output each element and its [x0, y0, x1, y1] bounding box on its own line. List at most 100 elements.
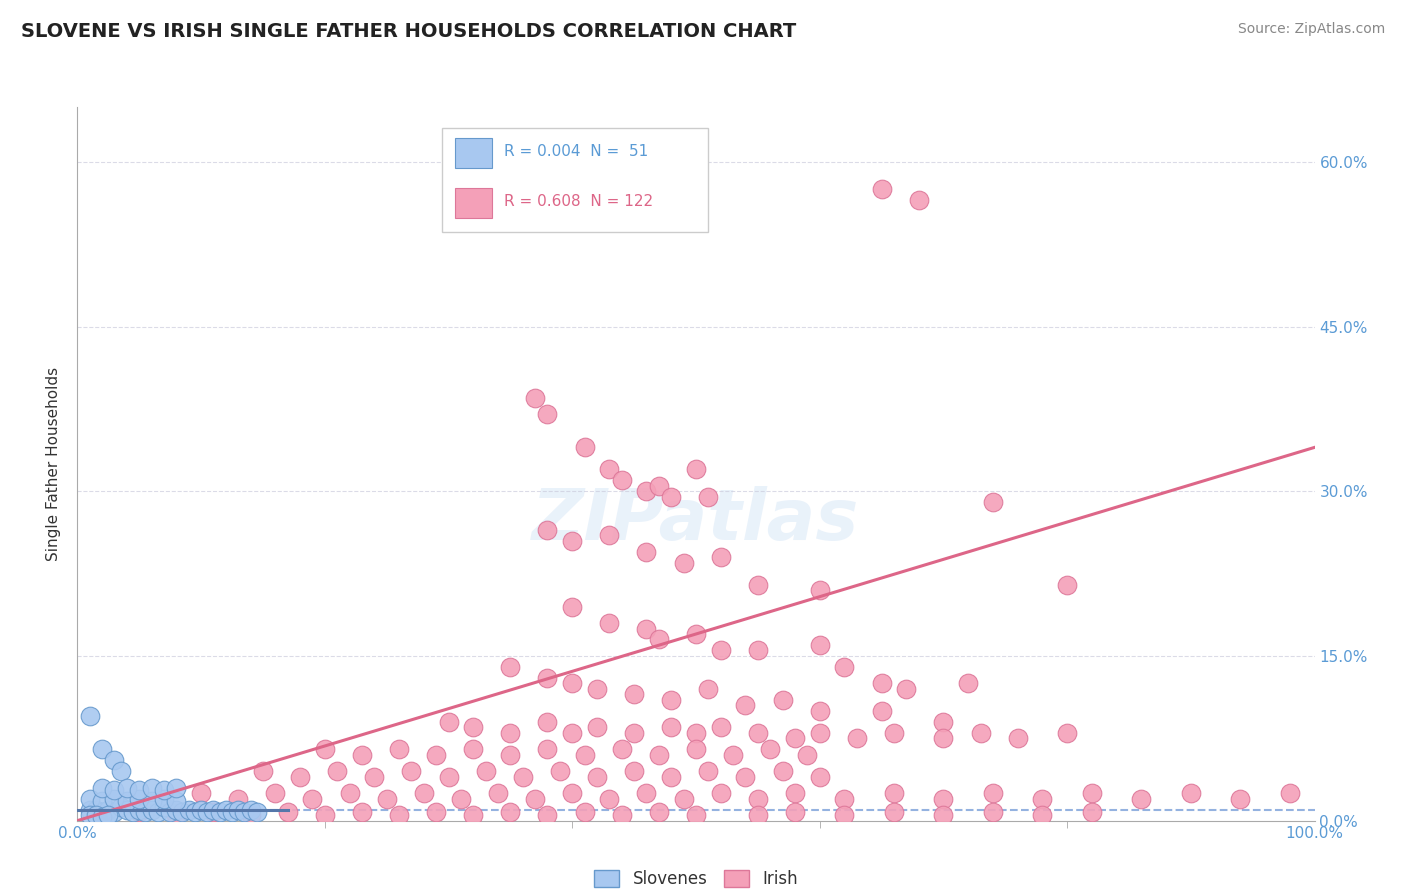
- Point: [486, 786, 509, 800]
- Point: [747, 643, 769, 657]
- Point: [896, 681, 918, 696]
- Point: [808, 638, 831, 652]
- Point: [91, 742, 114, 756]
- Point: [586, 681, 609, 696]
- Point: [202, 805, 225, 819]
- Point: [659, 693, 682, 707]
- Point: [710, 786, 733, 800]
- Point: [586, 770, 609, 784]
- Point: [772, 693, 794, 707]
- Point: [586, 720, 609, 734]
- Point: [474, 764, 496, 779]
- Point: [623, 687, 645, 701]
- Point: [648, 805, 671, 819]
- Point: [834, 660, 856, 674]
- Point: [598, 528, 620, 542]
- Point: [499, 805, 522, 819]
- Point: [783, 731, 806, 746]
- Point: [512, 770, 534, 784]
- Point: [339, 786, 361, 800]
- Point: [969, 726, 991, 740]
- Point: [1130, 791, 1153, 805]
- Point: [883, 726, 905, 740]
- Point: [375, 791, 398, 805]
- Point: [783, 786, 806, 800]
- Point: [845, 731, 868, 746]
- Point: [97, 808, 120, 822]
- Point: [697, 764, 720, 779]
- Point: [834, 808, 856, 822]
- Point: [659, 720, 682, 734]
- Point: [264, 786, 287, 800]
- Point: [536, 523, 558, 537]
- Point: [115, 794, 138, 808]
- Point: [834, 791, 856, 805]
- Point: [808, 726, 831, 740]
- Point: [536, 408, 558, 422]
- Point: [685, 462, 707, 476]
- Point: [1056, 577, 1078, 591]
- Point: [747, 791, 769, 805]
- Text: R = 0.004  N =  51: R = 0.004 N = 51: [505, 145, 648, 160]
- Point: [574, 441, 596, 455]
- Point: [981, 786, 1004, 800]
- Point: [685, 155, 707, 169]
- Point: [659, 490, 682, 504]
- Point: [350, 805, 373, 819]
- Point: [870, 704, 893, 718]
- Point: [561, 676, 583, 690]
- Point: [747, 577, 769, 591]
- Point: [1229, 791, 1251, 805]
- Point: [425, 805, 447, 819]
- Text: ZIPatlas: ZIPatlas: [533, 486, 859, 556]
- Point: [226, 803, 249, 817]
- Point: [808, 704, 831, 718]
- Point: [561, 533, 583, 548]
- Point: [685, 808, 707, 822]
- Point: [659, 770, 682, 784]
- Point: [277, 805, 299, 819]
- Point: [350, 747, 373, 762]
- Point: [215, 803, 238, 817]
- Point: [388, 742, 411, 756]
- Point: [1007, 731, 1029, 746]
- FancyBboxPatch shape: [454, 137, 492, 168]
- Point: [110, 800, 132, 814]
- Point: [772, 764, 794, 779]
- Point: [808, 583, 831, 598]
- Y-axis label: Single Father Households: Single Father Households: [46, 367, 62, 561]
- Point: [721, 747, 744, 762]
- Point: [84, 808, 107, 822]
- Point: [610, 808, 633, 822]
- Point: [783, 805, 806, 819]
- Point: [97, 803, 120, 817]
- Point: [932, 714, 955, 729]
- Point: [907, 194, 929, 208]
- Point: [172, 805, 194, 819]
- FancyBboxPatch shape: [454, 187, 492, 218]
- Point: [363, 770, 385, 784]
- Point: [747, 808, 769, 822]
- Point: [636, 484, 658, 499]
- Point: [122, 805, 145, 819]
- Point: [91, 810, 114, 824]
- Point: [981, 495, 1004, 509]
- Point: [115, 803, 138, 817]
- Point: [883, 805, 905, 819]
- Point: [759, 742, 782, 756]
- Point: [226, 791, 249, 805]
- Point: [598, 462, 620, 476]
- Point: [91, 780, 114, 795]
- Point: [190, 803, 212, 817]
- Point: [499, 660, 522, 674]
- Point: [685, 742, 707, 756]
- Point: [84, 803, 107, 817]
- Point: [536, 671, 558, 685]
- Point: [103, 805, 125, 819]
- Point: [636, 544, 658, 558]
- Point: [184, 805, 207, 819]
- Point: [648, 747, 671, 762]
- Text: SLOVENE VS IRISH SINGLE FATHER HOUSEHOLDS CORRELATION CHART: SLOVENE VS IRISH SINGLE FATHER HOUSEHOLD…: [21, 22, 796, 41]
- Point: [685, 627, 707, 641]
- Point: [115, 780, 138, 795]
